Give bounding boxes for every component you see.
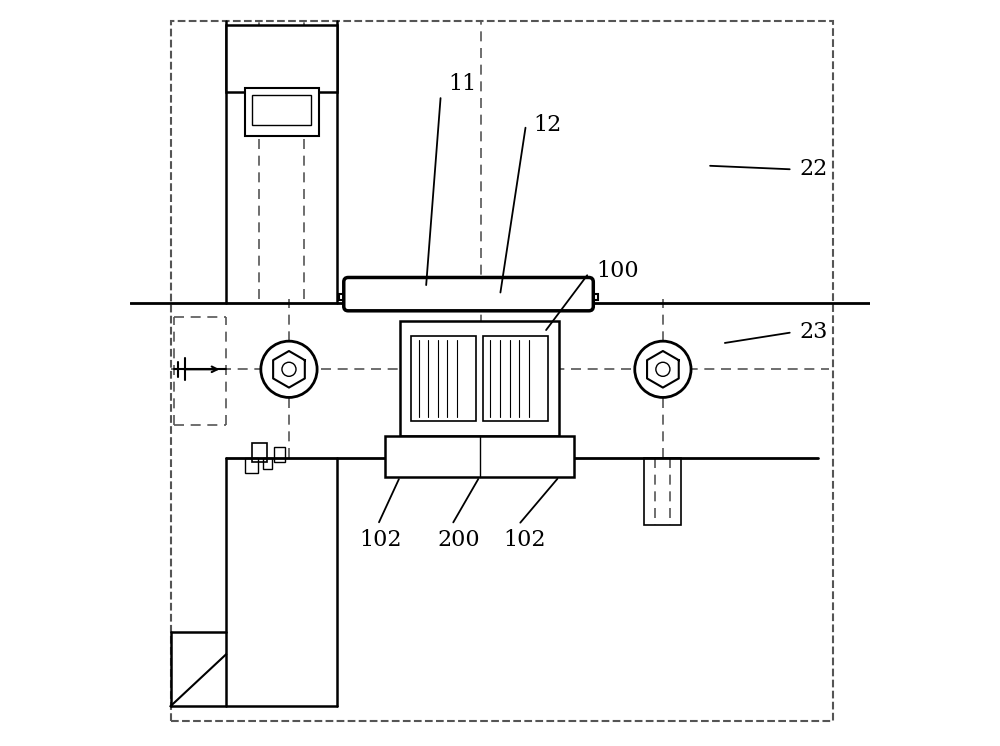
Text: 12: 12 — [533, 114, 562, 136]
Circle shape — [656, 363, 670, 376]
Bar — [263, 458, 272, 469]
Circle shape — [635, 341, 691, 398]
Bar — [226, 25, 337, 92]
Text: 22: 22 — [800, 158, 828, 181]
Bar — [252, 95, 311, 125]
Bar — [274, 447, 285, 462]
Bar — [587, 294, 598, 300]
Bar — [245, 458, 258, 473]
Bar — [252, 443, 267, 462]
Circle shape — [282, 363, 296, 376]
Bar — [483, 336, 548, 421]
Bar — [400, 322, 559, 436]
Text: 23: 23 — [800, 322, 828, 343]
Text: 100: 100 — [596, 260, 639, 282]
Bar — [411, 336, 476, 421]
Bar — [644, 458, 681, 524]
Text: 102: 102 — [359, 529, 402, 551]
Bar — [339, 294, 350, 300]
Bar — [245, 88, 319, 136]
Text: 102: 102 — [504, 529, 546, 551]
Bar — [171, 22, 833, 721]
Text: 11: 11 — [448, 73, 476, 95]
Bar — [385, 436, 574, 477]
Text: 200: 200 — [437, 529, 480, 551]
FancyBboxPatch shape — [344, 278, 593, 311]
Circle shape — [261, 341, 317, 398]
